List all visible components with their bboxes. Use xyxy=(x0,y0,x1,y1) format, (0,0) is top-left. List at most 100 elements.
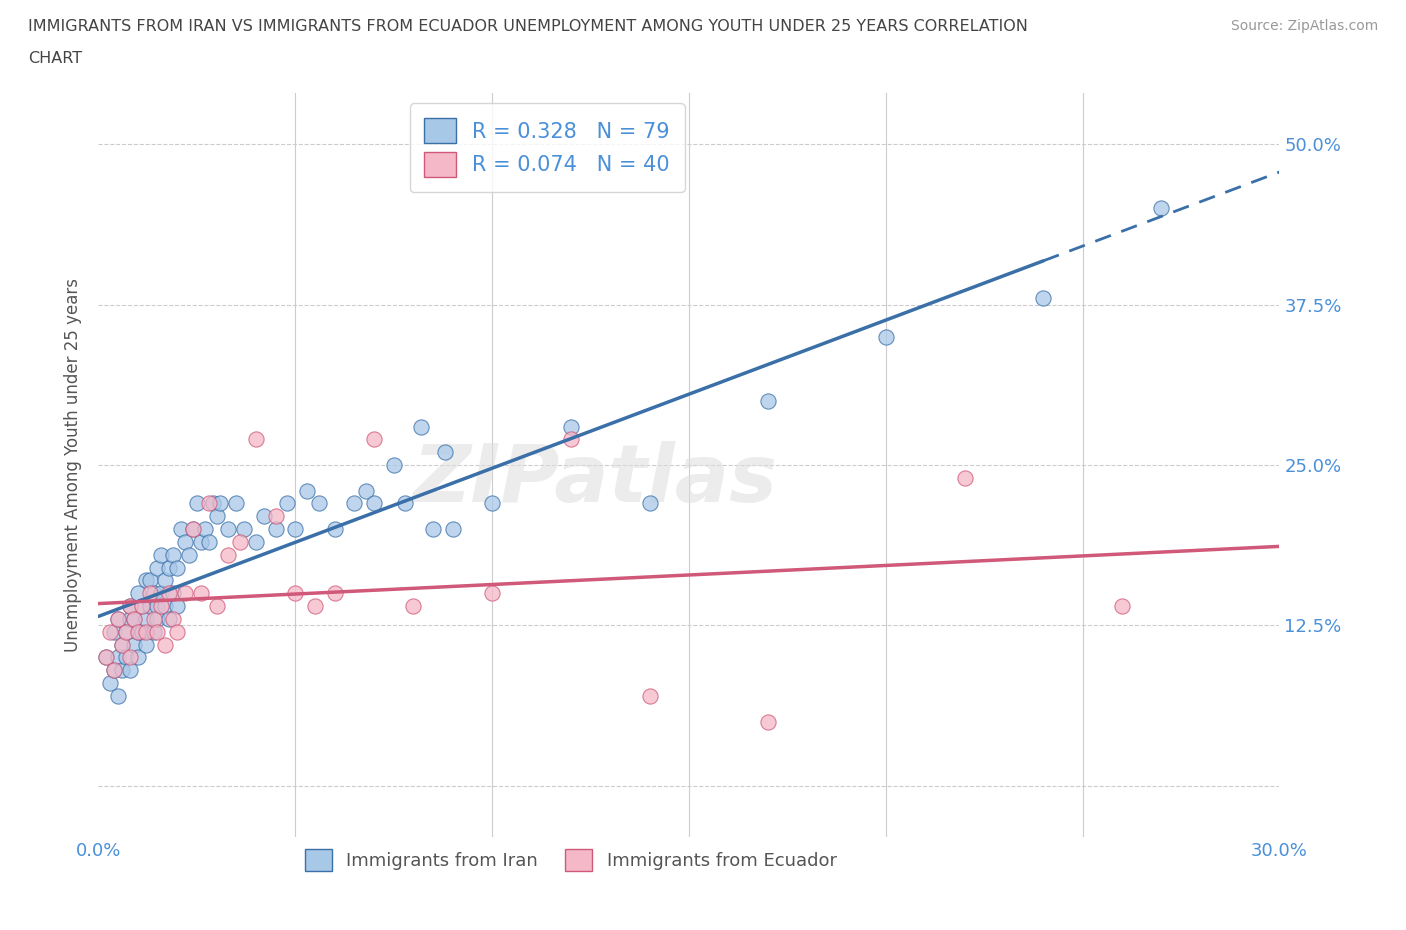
Point xyxy=(111,637,134,652)
Point xyxy=(122,637,145,652)
Point xyxy=(756,714,779,729)
Point xyxy=(122,612,145,627)
Point xyxy=(363,432,385,446)
Point xyxy=(233,522,256,537)
Point xyxy=(142,612,165,627)
Point xyxy=(205,599,228,614)
Point xyxy=(170,522,193,537)
Point xyxy=(363,496,385,511)
Point xyxy=(157,586,180,601)
Point xyxy=(166,599,188,614)
Point xyxy=(135,612,157,627)
Point xyxy=(150,599,173,614)
Text: IMMIGRANTS FROM IRAN VS IMMIGRANTS FROM ECUADOR UNEMPLOYMENT AMONG YOUTH UNDER 2: IMMIGRANTS FROM IRAN VS IMMIGRANTS FROM … xyxy=(28,19,1028,33)
Point xyxy=(131,599,153,614)
Point xyxy=(186,496,208,511)
Point xyxy=(217,548,239,563)
Point xyxy=(157,560,180,575)
Point xyxy=(304,599,326,614)
Point xyxy=(343,496,366,511)
Point xyxy=(98,675,121,690)
Point xyxy=(127,624,149,639)
Point xyxy=(135,624,157,639)
Point xyxy=(155,599,177,614)
Point xyxy=(402,599,425,614)
Point xyxy=(146,612,169,627)
Point xyxy=(127,624,149,639)
Point xyxy=(150,586,173,601)
Point xyxy=(190,535,212,550)
Point xyxy=(96,650,118,665)
Point xyxy=(181,522,204,537)
Point xyxy=(284,586,307,601)
Point xyxy=(162,586,184,601)
Point xyxy=(284,522,307,537)
Point xyxy=(138,586,160,601)
Point xyxy=(107,650,129,665)
Point xyxy=(295,484,318,498)
Point xyxy=(638,688,661,703)
Point xyxy=(142,624,165,639)
Point xyxy=(118,663,141,678)
Point xyxy=(111,637,134,652)
Point xyxy=(131,624,153,639)
Point xyxy=(174,586,197,601)
Point xyxy=(107,612,129,627)
Point xyxy=(229,535,252,550)
Point xyxy=(131,599,153,614)
Point xyxy=(122,612,145,627)
Point xyxy=(162,612,184,627)
Point xyxy=(638,496,661,511)
Point xyxy=(118,599,141,614)
Point xyxy=(96,650,118,665)
Point xyxy=(190,586,212,601)
Point xyxy=(264,522,287,537)
Text: CHART: CHART xyxy=(28,51,82,66)
Point xyxy=(481,586,503,601)
Point xyxy=(209,496,232,511)
Point xyxy=(107,688,129,703)
Point xyxy=(441,522,464,537)
Point xyxy=(264,509,287,524)
Text: ZIPatlas: ZIPatlas xyxy=(412,441,778,519)
Point xyxy=(115,624,138,639)
Point xyxy=(146,560,169,575)
Point xyxy=(146,624,169,639)
Point xyxy=(135,637,157,652)
Point xyxy=(103,663,125,678)
Y-axis label: Unemployment Among Youth under 25 years: Unemployment Among Youth under 25 years xyxy=(65,278,83,652)
Point xyxy=(201,496,224,511)
Point xyxy=(118,599,141,614)
Point xyxy=(162,548,184,563)
Point xyxy=(382,458,405,472)
Point xyxy=(174,535,197,550)
Point xyxy=(107,612,129,627)
Point xyxy=(138,573,160,588)
Point xyxy=(560,419,582,434)
Point xyxy=(118,650,141,665)
Point xyxy=(205,509,228,524)
Point xyxy=(245,432,267,446)
Point xyxy=(245,535,267,550)
Point xyxy=(177,548,200,563)
Point xyxy=(118,612,141,627)
Text: Source: ZipAtlas.com: Source: ZipAtlas.com xyxy=(1230,19,1378,33)
Point xyxy=(323,586,346,601)
Point xyxy=(1032,291,1054,306)
Point xyxy=(276,496,298,511)
Point xyxy=(98,624,121,639)
Point xyxy=(411,419,433,434)
Point xyxy=(155,637,177,652)
Point xyxy=(157,612,180,627)
Point xyxy=(953,471,976,485)
Point xyxy=(103,663,125,678)
Point xyxy=(155,573,177,588)
Point xyxy=(103,624,125,639)
Point xyxy=(127,650,149,665)
Point xyxy=(142,586,165,601)
Point xyxy=(115,650,138,665)
Point xyxy=(875,329,897,344)
Point xyxy=(111,663,134,678)
Point xyxy=(253,509,276,524)
Point xyxy=(308,496,330,511)
